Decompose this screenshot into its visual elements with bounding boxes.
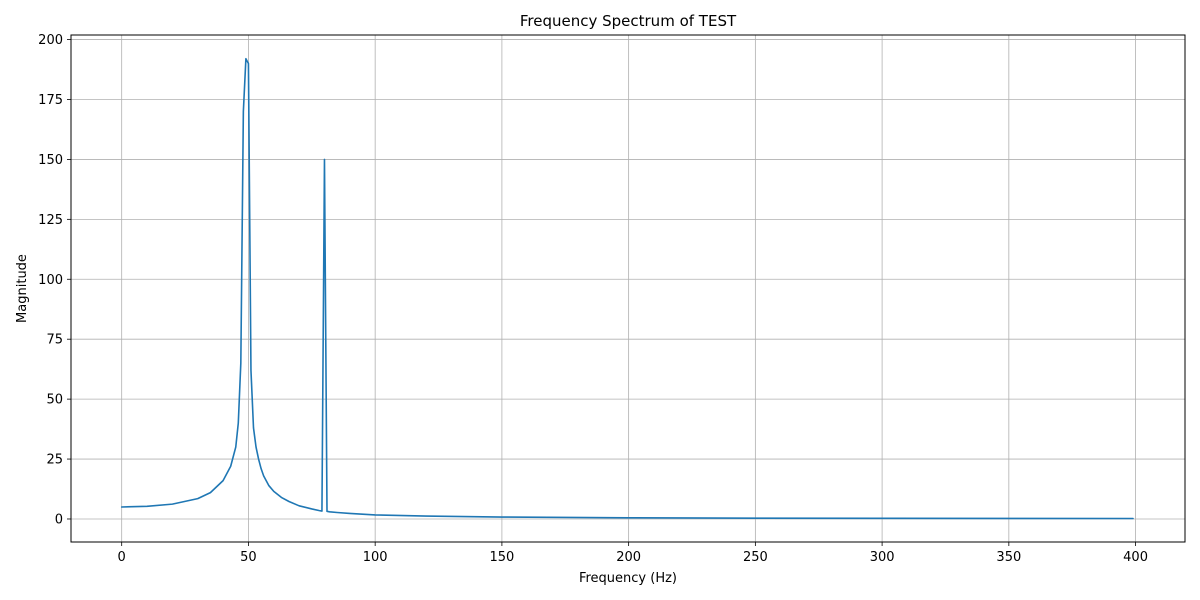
x-tick-label: 200 bbox=[616, 550, 641, 565]
y-tick-label: 25 bbox=[46, 453, 63, 468]
plot-frame bbox=[70, 34, 1186, 543]
x-tick-label: 50 bbox=[240, 550, 257, 565]
y-tick-label: 150 bbox=[38, 153, 63, 168]
plot-area bbox=[120, 57, 1134, 520]
series-line bbox=[120, 57, 1134, 520]
y-tick-label: 0 bbox=[55, 512, 63, 527]
grid-lines bbox=[71, 35, 1185, 542]
y-tick-label: 50 bbox=[46, 393, 63, 408]
x-tick-label: 250 bbox=[743, 550, 768, 565]
axis-ticks: 0 50 100 150 200 250 300 350 400 0 25 50 75 100 125 150… bbox=[38, 33, 1148, 565]
y-tick-label: 75 bbox=[46, 333, 63, 348]
y-tick-label: 125 bbox=[38, 213, 63, 228]
y-tick-label: 175 bbox=[38, 93, 63, 108]
x-tick-label: 300 bbox=[870, 550, 895, 565]
chart-title: Frequency Spectrum of TEST bbox=[520, 12, 737, 30]
x-tick-label: 150 bbox=[489, 550, 514, 565]
x-tick-label: 0 bbox=[118, 550, 126, 565]
x-tick-label: 350 bbox=[996, 550, 1021, 565]
y-axis-label: Magnitude bbox=[15, 254, 30, 323]
y-tick-label: 200 bbox=[38, 33, 63, 48]
y-tick-label: 100 bbox=[38, 273, 63, 288]
x-tick-label: 400 bbox=[1123, 550, 1148, 565]
x-tick-label: 100 bbox=[363, 550, 388, 565]
x-axis-label: Frequency (Hz) bbox=[579, 571, 677, 586]
